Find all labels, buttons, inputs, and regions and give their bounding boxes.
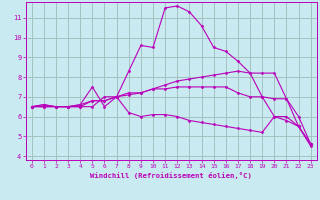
X-axis label: Windchill (Refroidissement éolien,°C): Windchill (Refroidissement éolien,°C): [90, 172, 252, 179]
